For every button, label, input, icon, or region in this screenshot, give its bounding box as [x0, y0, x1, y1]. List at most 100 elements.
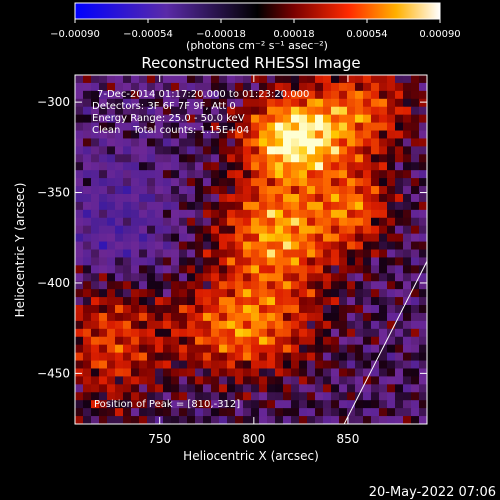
heatmap-cell — [83, 376, 92, 385]
heatmap-cell — [339, 138, 348, 147]
heatmap-cell — [91, 154, 100, 163]
heatmap-cell — [275, 114, 284, 124]
heatmap-cell — [203, 273, 212, 282]
heatmap-cell — [331, 376, 340, 385]
heatmap-cell — [139, 392, 148, 401]
heatmap-cell — [131, 170, 140, 179]
heatmap-cell — [147, 257, 156, 266]
heatmap-cell — [91, 186, 100, 195]
heatmap-cell — [195, 336, 204, 346]
heatmap-cell — [211, 328, 220, 338]
heatmap-cell — [131, 400, 140, 409]
heatmap-cell — [227, 122, 236, 132]
heatmap-cell — [219, 90, 228, 100]
heatmap-cell — [339, 368, 348, 378]
heatmap-cell — [371, 82, 380, 92]
heatmap-cell — [403, 265, 412, 274]
heatmap-cell — [99, 408, 108, 417]
heatmap-cell — [411, 114, 420, 124]
heatmap-cell — [299, 249, 308, 259]
heatmap-cell — [219, 289, 228, 298]
heatmap-cell — [403, 201, 412, 211]
heatmap-cell — [355, 162, 364, 171]
heatmap-cell — [83, 289, 92, 298]
heatmap-cell — [291, 106, 300, 116]
heatmap-cell — [331, 146, 340, 155]
heatmap-cell — [107, 178, 116, 187]
heatmap-cell — [203, 90, 212, 100]
heatmap-cell — [123, 328, 132, 338]
heatmap-cell — [115, 217, 124, 227]
heatmap-cell — [347, 312, 356, 322]
heatmap-cell — [99, 257, 108, 266]
heatmap-cell — [195, 265, 204, 274]
heatmap-cell — [227, 98, 236, 108]
heatmap-cell — [107, 305, 116, 314]
heatmap-cell — [315, 265, 324, 274]
heatmap-cell — [235, 360, 244, 370]
heatmap-cell — [187, 328, 196, 338]
heatmap-cell — [251, 75, 260, 84]
heatmap-cell — [419, 289, 427, 298]
heatmap-cell — [259, 154, 268, 163]
heatmap-cell — [259, 106, 268, 116]
heatmap-cell — [387, 146, 396, 155]
heatmap-cell — [267, 217, 276, 227]
heatmap-cell — [139, 75, 148, 84]
heatmap-cell — [227, 233, 236, 243]
heatmap-cell — [307, 186, 316, 195]
heatmap-cell — [155, 376, 164, 385]
heatmap-cell — [411, 312, 420, 322]
heatmap-cell — [115, 75, 124, 84]
heatmap-cell — [195, 352, 204, 362]
heatmap-cell — [139, 376, 148, 385]
heatmap-cell — [187, 392, 196, 401]
heatmap-cell — [419, 360, 427, 370]
heatmap-cell — [259, 233, 268, 243]
heatmap-cell — [379, 114, 388, 124]
heatmap-cell — [283, 328, 292, 338]
heatmap-cell — [187, 201, 196, 211]
heatmap-cell — [347, 193, 356, 203]
heatmap-cell — [315, 98, 324, 108]
heatmap-cell — [179, 305, 188, 314]
heatmap-cell — [339, 225, 348, 235]
heatmap-cell — [283, 75, 292, 84]
heatmap-cell — [363, 225, 372, 235]
heatmap-cell — [347, 297, 356, 306]
heatmap-cell — [211, 336, 220, 346]
heatmap-cell — [115, 281, 124, 290]
heatmap-cell — [355, 90, 364, 100]
heatmap-cell — [211, 265, 220, 274]
heatmap-cell — [251, 273, 260, 282]
heatmap-cell — [243, 225, 252, 235]
heatmap-cell — [155, 265, 164, 274]
heatmap-cell — [115, 265, 124, 274]
heatmap-cell — [115, 233, 124, 243]
heatmap-cell — [251, 281, 260, 290]
heatmap-cell — [131, 384, 140, 393]
heatmap-cell — [179, 233, 188, 243]
heatmap-cell — [243, 408, 252, 417]
colorbar-tick-label: 0.00054 — [346, 29, 387, 40]
heatmap-cell — [203, 360, 212, 370]
heatmap-cell — [147, 249, 156, 259]
heatmap-cell — [83, 416, 92, 424]
heatmap-cell — [171, 400, 180, 409]
heatmap-cell — [299, 344, 308, 354]
heatmap-cell — [115, 360, 124, 370]
heatmap-cell — [203, 328, 212, 338]
heatmap-cell — [331, 320, 340, 330]
heatmap-cell — [267, 178, 276, 187]
heatmap-cell — [219, 170, 228, 179]
heatmap-cell — [379, 360, 388, 370]
heatmap-cell — [211, 82, 220, 92]
heatmap-cell — [315, 106, 324, 116]
heatmap-cell — [155, 146, 164, 155]
heatmap-cell — [139, 193, 148, 203]
heatmap-cell — [259, 98, 268, 108]
heatmap-cell — [243, 352, 252, 362]
heatmap-cell — [123, 360, 132, 370]
heatmap-cell — [171, 82, 180, 92]
heatmap-cell — [267, 90, 276, 100]
